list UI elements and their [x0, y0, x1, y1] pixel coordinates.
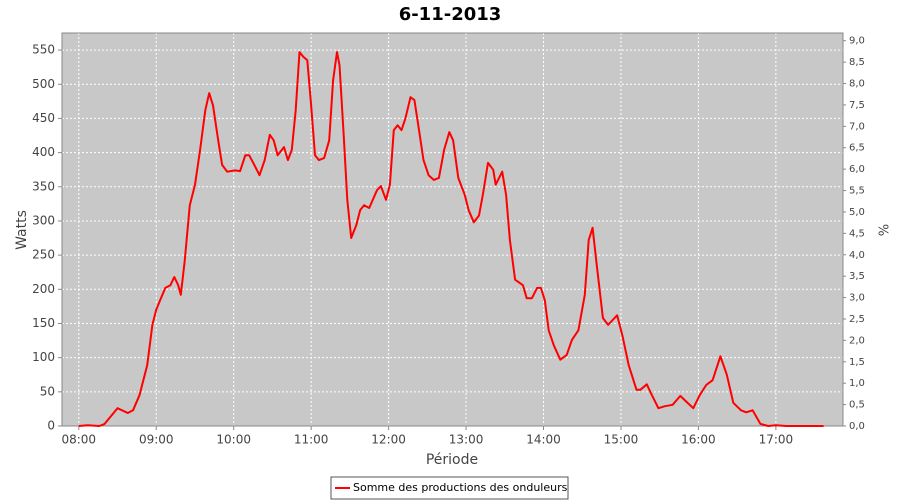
chart-title: 6-11-2013 [399, 4, 502, 25]
y-tick-label: 50 [40, 384, 55, 398]
y2-tick-label: 0,0 [849, 421, 865, 432]
legend [330, 476, 569, 500]
y2-tick-label: 6,0 [849, 164, 865, 175]
x-axis-label: Période [426, 452, 478, 468]
y-tick-label: 150 [32, 316, 55, 330]
y2-tick-label: 4,5 [849, 228, 865, 239]
x-tick-label: 15:00 [604, 433, 639, 447]
y-tick-label: 550 [32, 43, 55, 57]
y2-tick-label: 6,5 [849, 143, 865, 154]
y2-tick-label: 9,0 [849, 36, 865, 47]
y-tick-label: 100 [32, 350, 55, 364]
data-line [78, 51, 824, 427]
y-tick-label: 200 [32, 282, 55, 296]
x-tick-label: 12:00 [371, 433, 406, 447]
x-tick-label: 13:00 [449, 433, 484, 447]
plot-border [61, 32, 844, 427]
y2-tick-label: 8,5 [849, 57, 865, 68]
y2-tick-label: 5,5 [849, 186, 865, 197]
y-tick-label: 250 [32, 248, 55, 262]
y2-tick-label: 3,5 [849, 271, 865, 282]
y2-tick-label: 4,0 [849, 250, 865, 261]
y2-tick-label: 0,5 [849, 400, 865, 411]
y-tick-label: 0 [47, 419, 55, 433]
x-tick-label: 09:00 [139, 433, 174, 447]
y2-tick-label: 1,0 [849, 378, 865, 389]
y2-tick-label: 2,0 [849, 335, 865, 346]
y2-tick-label: 2,5 [849, 314, 865, 325]
y-tick-label: 400 [32, 145, 55, 159]
x-tick-label: 08:00 [61, 433, 96, 447]
y-tick-label: 450 [32, 111, 55, 125]
y2-tick-label: 7,0 [849, 121, 865, 132]
y-tick-label: 500 [32, 77, 55, 91]
y-tick-label: 300 [32, 213, 55, 227]
plot-area [62, 33, 843, 426]
x-tick-label: 11:00 [294, 433, 329, 447]
y2-tick-label: 1,5 [849, 357, 865, 368]
x-tick-label: 10:00 [216, 433, 251, 447]
y-axis-label: Watts [14, 210, 30, 250]
y2-tick-label: 5,0 [849, 207, 865, 218]
y2-tick-label: 8,0 [849, 79, 865, 90]
y-tick-label: 350 [32, 179, 55, 193]
y2-axis-label: % [875, 224, 890, 236]
x-tick-label: 17:00 [759, 433, 794, 447]
x-tick-label: 16:00 [681, 433, 716, 447]
legend-label: Somme des productions des onduleurs [353, 481, 568, 494]
y2-tick-label: 3,0 [849, 293, 865, 304]
x-tick-label: 14:00 [526, 433, 561, 447]
y2-tick-label: 7,5 [849, 100, 865, 111]
